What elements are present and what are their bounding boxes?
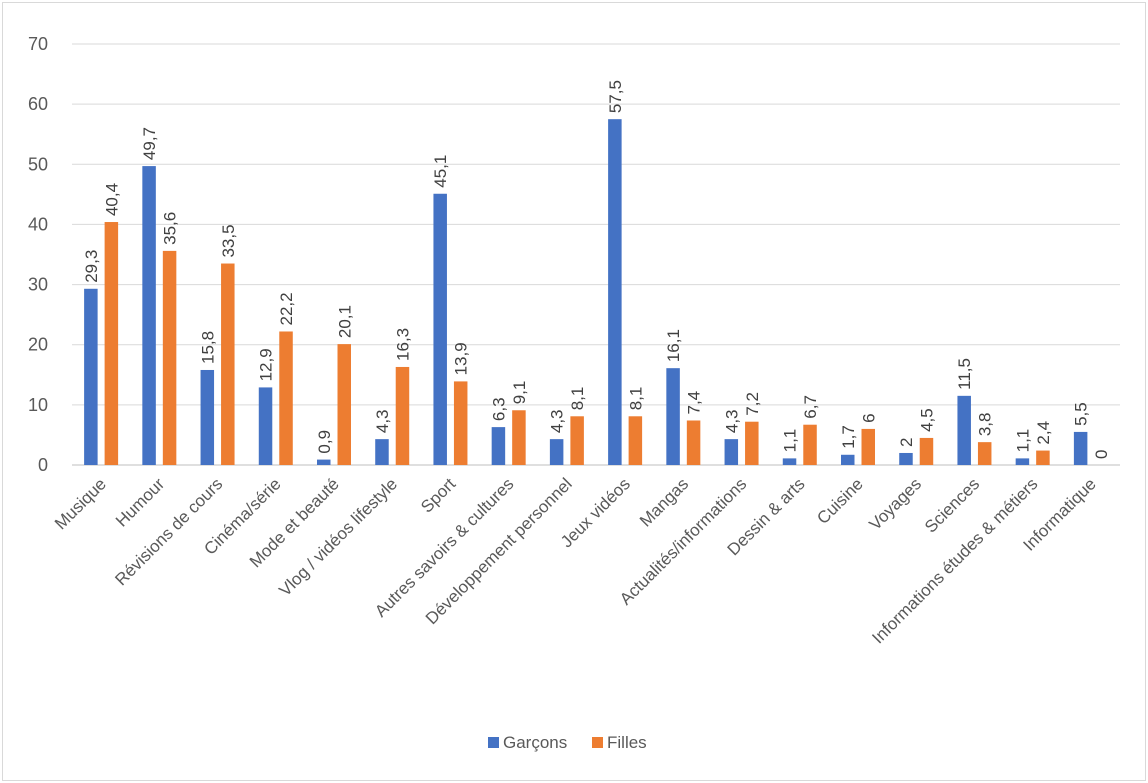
- bar-filles: [861, 428, 875, 465]
- data-label-filles: 8,1: [626, 387, 645, 411]
- bar-filles: [453, 381, 468, 465]
- bar-filles: [162, 250, 177, 465]
- data-label-filles: 9,1: [510, 381, 529, 405]
- y-tick-label: 30: [28, 275, 48, 295]
- bar-filles: [221, 263, 235, 465]
- data-label-garcons: 11,5: [955, 358, 974, 390]
- bar-filles: [279, 331, 293, 465]
- bar-garcons: [1015, 458, 1030, 465]
- data-label-filles: 7,2: [743, 392, 762, 416]
- legend-label-garcons: Garçons: [503, 733, 567, 752]
- data-label-filles: 35,6: [161, 212, 180, 245]
- bars: [84, 119, 1088, 465]
- category-label: Vlog / vidéos lifestyle: [275, 474, 401, 600]
- bar-filles: [104, 222, 119, 465]
- data-label-garcons: 4,3: [373, 409, 392, 433]
- bar-filles: [977, 442, 992, 465]
- data-label-garcons: 1,1: [781, 429, 800, 453]
- category-label: Sport: [417, 474, 459, 516]
- bar-garcons: [724, 439, 739, 465]
- bar-garcons: [899, 452, 913, 465]
- bar-filles: [337, 344, 351, 465]
- category-label: Cuisine: [813, 474, 867, 528]
- data-label-garcons: 49,7: [140, 127, 159, 160]
- data-label-filles: 40,4: [102, 183, 121, 216]
- y-tick-label: 20: [28, 335, 48, 355]
- bar-garcons: [666, 368, 680, 465]
- bar-filles: [512, 410, 526, 465]
- bar-filles: [745, 421, 759, 465]
- bar-filles: [1036, 450, 1050, 465]
- data-label-garcons: 2: [897, 438, 916, 447]
- bar-garcons: [375, 439, 389, 465]
- data-label-filles: 20,1: [335, 305, 354, 338]
- data-label-garcons: 4,3: [548, 409, 567, 433]
- bar-garcons: [200, 369, 215, 465]
- legend-swatch-filles: [592, 737, 603, 748]
- bar-garcons: [549, 439, 564, 465]
- category-label: Mangas: [636, 474, 692, 530]
- data-label-garcons: 57,5: [606, 80, 625, 113]
- data-label-garcons: 4,3: [722, 409, 741, 433]
- data-label-garcons: 45,1: [431, 155, 450, 188]
- bar-garcons: [258, 387, 273, 465]
- bar-garcons: [142, 166, 156, 465]
- data-label-filles: 22,2: [277, 292, 296, 325]
- category-label: Révisions de cours: [111, 474, 226, 589]
- y-tick-label: 10: [28, 395, 48, 415]
- data-label-garcons: 29,3: [82, 250, 101, 283]
- data-label-filles: 13,9: [452, 342, 471, 375]
- bar-garcons: [491, 427, 506, 465]
- legend-swatch-garcons: [488, 737, 499, 748]
- data-label-garcons: 12,9: [257, 348, 276, 381]
- category-label: Voyages: [865, 474, 925, 534]
- category-label: Musique: [51, 474, 110, 533]
- data-label-garcons: 16,1: [664, 329, 683, 362]
- y-tick-label: 40: [28, 214, 48, 234]
- legend: Garçons Filles: [488, 733, 647, 752]
- y-tick-label: 0: [38, 455, 48, 475]
- data-label-garcons: 0,9: [315, 430, 334, 454]
- bar-garcons: [782, 458, 797, 465]
- bar-filles: [395, 366, 410, 465]
- bar-garcons: [608, 119, 622, 465]
- bar-garcons: [317, 459, 331, 465]
- data-labels: 29,3 40,4 Musique 49,7 35,6 Humour 15,8 33,5 Rév…: [51, 80, 1111, 647]
- bar-filles: [803, 424, 817, 465]
- y-tick-label: 70: [28, 34, 48, 54]
- data-label-garcons: 1,1: [1013, 429, 1032, 453]
- bar-filles: [570, 416, 584, 465]
- data-label-filles: 3,8: [976, 413, 995, 437]
- data-label-filles: 16,3: [393, 328, 412, 361]
- data-label-garcons: 6,3: [489, 397, 508, 421]
- gridlines: [72, 43, 1120, 466]
- data-label-filles: 8,1: [568, 387, 587, 411]
- bar-garcons: [841, 454, 855, 465]
- data-label-filles: 0: [1092, 450, 1111, 459]
- data-label-garcons: 1,7: [839, 425, 858, 449]
- y-tick-label: 50: [28, 154, 48, 174]
- bar-garcons: [957, 395, 971, 465]
- data-label-filles: 2,4: [1034, 421, 1053, 445]
- data-label-filles: 7,4: [685, 391, 704, 415]
- data-label-filles: 4,5: [917, 408, 936, 432]
- category-label: Humour: [112, 474, 168, 530]
- data-label-filles: 33,5: [219, 224, 238, 257]
- legend-label-filles: Filles: [607, 733, 647, 752]
- bar-filles: [628, 416, 643, 465]
- data-label-filles: 6,7: [801, 395, 820, 419]
- bar-garcons: [433, 193, 447, 465]
- y-tick-label: 60: [28, 94, 48, 114]
- bar-filles: [686, 420, 701, 465]
- bar-filles: [919, 437, 934, 465]
- data-label-garcons: 15,8: [198, 331, 217, 364]
- bar-garcons: [84, 288, 98, 465]
- data-label-garcons: 5,5: [1072, 402, 1091, 426]
- bar-garcons: [1073, 431, 1088, 465]
- data-label-filles: 6: [859, 413, 878, 422]
- y-axis-tick-labels: 0 10 20 30 40 50 60 70: [28, 34, 48, 475]
